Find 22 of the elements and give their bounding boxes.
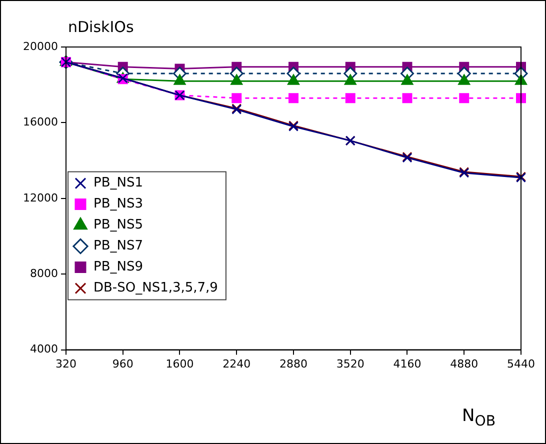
legend-label: PB_NS9: [93, 260, 144, 275]
legend-label: PB_NS3: [93, 196, 144, 212]
legend-label: PB_NS5: [93, 218, 144, 233]
x-tick-label: 4880: [450, 357, 478, 370]
x-tick-label: 5440: [507, 357, 535, 370]
legend-label: PB_NS7: [93, 238, 144, 254]
y-tick-label: 12000: [22, 191, 58, 204]
x-tick-label: 1600: [166, 357, 194, 370]
x-tick-label: 960: [112, 357, 134, 370]
x-axis-title: N$_{OB}$: [462, 406, 496, 430]
y-tick-label: 4000: [30, 342, 58, 356]
y-tick-label: 16000: [22, 116, 58, 129]
legend-label: PB_NS1: [93, 176, 144, 191]
x-tick-label: 320: [55, 357, 76, 370]
y-tick-label: 8000: [30, 266, 58, 280]
x-tick-label: 2240: [222, 357, 251, 370]
x-tick-label: 3520: [336, 357, 364, 370]
x-tick-label: 2880: [279, 357, 308, 370]
legend-label: DB-SO_NS1,3,5,7,9: [93, 280, 218, 296]
y-axis-title: nDiskIOs: [68, 18, 134, 36]
y-tick-label: 20000: [22, 40, 58, 53]
x-tick-label: 4160: [393, 357, 422, 370]
